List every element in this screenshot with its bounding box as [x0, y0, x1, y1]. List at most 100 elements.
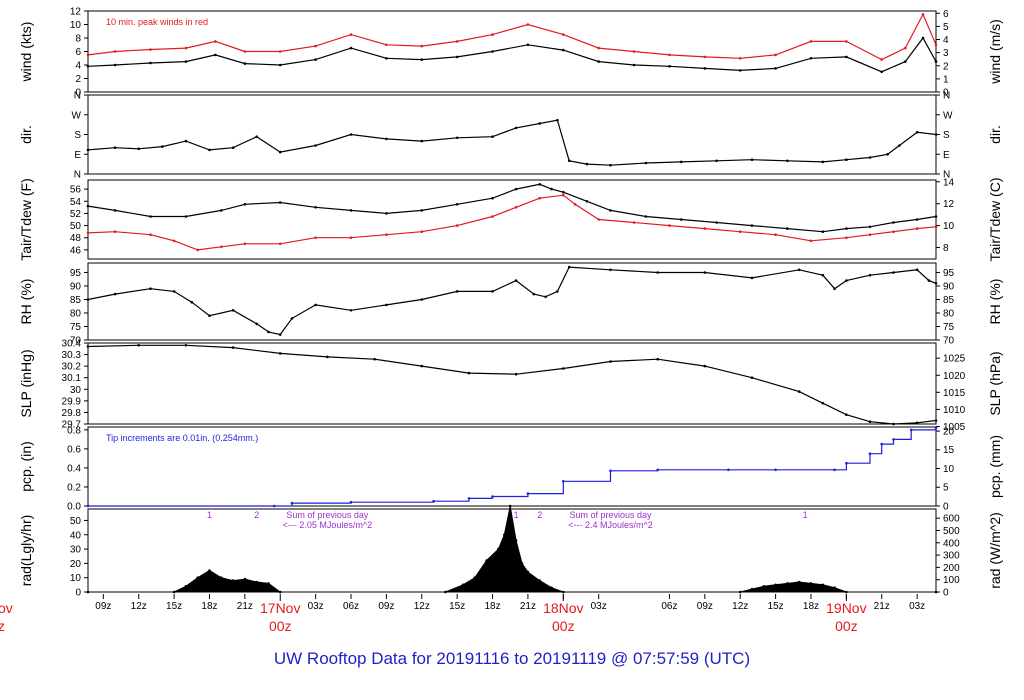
- data-point: [86, 504, 90, 508]
- data-point: [797, 390, 801, 393]
- right-tick-label: 3: [943, 48, 949, 59]
- data-point: [473, 576, 477, 579]
- data-point: [845, 40, 848, 43]
- data-point: [455, 55, 459, 59]
- data-point: [349, 309, 353, 312]
- time-tick-label: 15z: [449, 601, 465, 612]
- left-tick-label: 0.8: [67, 425, 81, 436]
- data-point: [934, 43, 938, 47]
- y-axis-label-right: pcp. (mm): [987, 435, 1003, 498]
- left-tick-label: 0.4: [67, 463, 81, 474]
- data-point: [255, 322, 258, 326]
- data-point: [915, 218, 919, 221]
- data-point: [562, 367, 565, 370]
- data-point: [597, 218, 600, 221]
- data-point: [880, 70, 883, 74]
- day-label-hour: 00z: [269, 618, 292, 634]
- data-point: [868, 420, 872, 424]
- right-tick-label: 10: [943, 221, 955, 232]
- panel-frame: [87, 342, 937, 425]
- left-tick-label: 52: [70, 209, 82, 220]
- right-tick-label: 1010: [943, 405, 966, 416]
- data-point: [774, 468, 777, 472]
- data-point: [455, 203, 459, 206]
- right-tick-label: 70: [943, 336, 955, 347]
- data-point: [184, 139, 188, 143]
- data-point: [833, 287, 836, 291]
- data-point: [137, 344, 140, 347]
- data-point: [220, 576, 223, 579]
- data-point: [915, 227, 919, 230]
- radiation-sum-label: Sum of previous day: [286, 510, 369, 520]
- data-point: [190, 300, 194, 304]
- y-axis-label-right: dir.: [987, 125, 1003, 144]
- right-tick-label: 12: [943, 199, 955, 210]
- series-line: [87, 13, 937, 61]
- data-point: [349, 46, 353, 50]
- left-tick-label: 20: [70, 559, 82, 570]
- data-point: [868, 156, 872, 159]
- data-point: [845, 158, 848, 161]
- data-point: [184, 46, 188, 50]
- y-axis-label: dir.: [18, 125, 34, 144]
- radiation-sum-value: <--- 2.4 MJoules/m^2: [568, 520, 653, 530]
- data-point: [786, 227, 789, 230]
- panel-annotation: 10 min. peak winds in red: [106, 17, 208, 27]
- right-tick-label: 0: [943, 502, 949, 513]
- left-tick-label: 29.9: [62, 396, 82, 407]
- time-tick-label: 09z: [697, 601, 713, 612]
- left-tick-label: 70: [70, 336, 82, 347]
- data-point: [585, 162, 589, 166]
- data-point: [86, 298, 90, 301]
- data-point: [349, 209, 353, 212]
- data-point: [273, 504, 276, 508]
- data-point: [609, 268, 612, 272]
- y-axis-label-right: RH (%): [987, 279, 1003, 325]
- data-point: [137, 147, 140, 151]
- left-tick-label: 46: [70, 245, 82, 256]
- left-tick-label: 10: [70, 20, 82, 31]
- data-point: [314, 206, 317, 209]
- data-point: [520, 562, 524, 565]
- data-point: [750, 376, 754, 380]
- data-point: [231, 346, 235, 349]
- data-point: [514, 126, 518, 130]
- data-point: [656, 468, 659, 472]
- data-point: [703, 67, 707, 70]
- right-tick-label: 500: [943, 526, 960, 537]
- right-tick-label: 1: [943, 74, 949, 85]
- data-point: [314, 236, 317, 239]
- left-tick-label: 56: [70, 185, 82, 196]
- series-line: [87, 183, 937, 233]
- data-point: [243, 203, 247, 206]
- day-label-hour: 00z: [552, 618, 575, 634]
- data-point: [420, 44, 424, 48]
- data-point: [609, 360, 612, 363]
- data-point: [774, 67, 777, 70]
- data-point: [385, 233, 388, 236]
- data-point: [267, 582, 270, 585]
- data-point: [86, 65, 90, 68]
- data-point: [538, 579, 541, 582]
- data-point: [845, 590, 848, 594]
- data-point: [491, 135, 494, 138]
- left-tick-label: 4: [75, 61, 81, 72]
- left-tick-label: 2: [75, 74, 81, 85]
- data-point: [904, 46, 907, 50]
- data-point: [892, 438, 895, 441]
- panel-frame: [87, 94, 937, 175]
- data-point: [934, 60, 938, 63]
- data-point: [113, 63, 117, 67]
- data-point: [290, 501, 294, 505]
- data-point: [679, 160, 683, 164]
- data-point: [774, 233, 777, 236]
- data-point: [632, 50, 636, 53]
- left-tick-label: 40: [70, 530, 82, 541]
- data-point: [497, 547, 500, 551]
- data-point: [538, 183, 541, 186]
- data-point: [196, 576, 199, 579]
- data-point: [208, 314, 211, 318]
- right-tick-label: 2: [943, 61, 949, 72]
